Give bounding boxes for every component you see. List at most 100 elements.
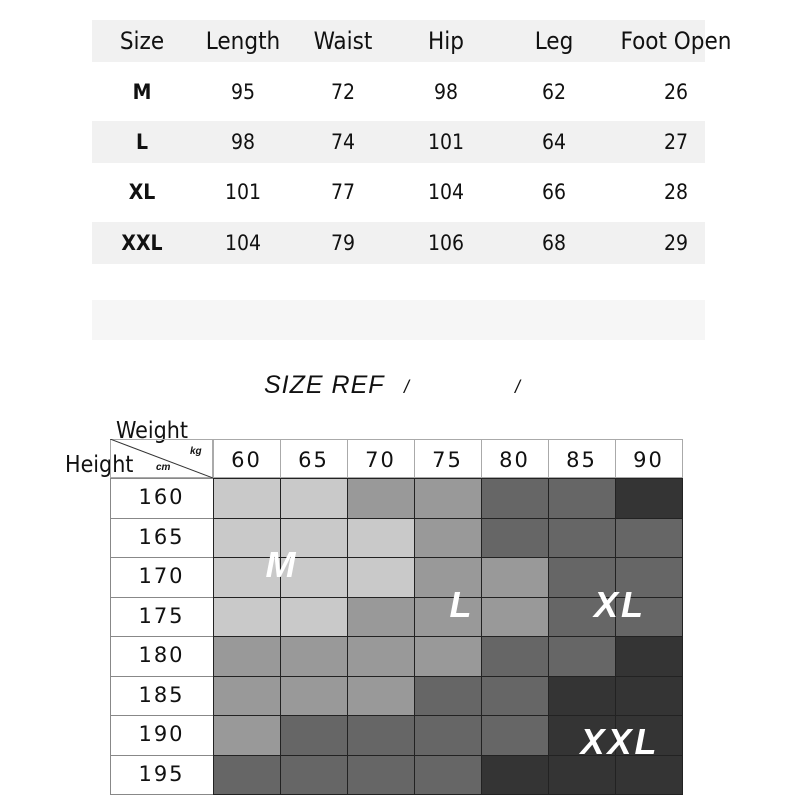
column-header: Foot Open: [620, 27, 732, 55]
table-cell: M: [132, 80, 152, 104]
grid-cell: [347, 715, 415, 756]
grid-cell: [481, 596, 549, 637]
blank-band: [92, 300, 705, 340]
grid-cell: [347, 636, 415, 677]
row-band: [92, 222, 705, 264]
grid-cell: [481, 517, 549, 558]
table-cell: 98: [433, 80, 459, 104]
height-value: 160: [138, 485, 185, 509]
size-label-xxl: XXL: [580, 721, 660, 762]
row-band: [92, 121, 705, 163]
grid-cell: [481, 478, 549, 519]
weight-value: 65: [298, 448, 329, 472]
weight-value: 60: [231, 448, 262, 472]
grid-cell: [213, 517, 281, 558]
table-cell: 98: [230, 130, 256, 154]
size-reference-grid: kg cm 60 65 70 75 80 85 90 160 165 170 175 180 185 190 1…: [110, 439, 683, 795]
grid-cell: [280, 754, 348, 795]
grid-cell: [615, 636, 683, 677]
table-cell: 27: [663, 130, 689, 154]
column-header: Length: [205, 27, 281, 55]
weight-unit: kg: [190, 446, 202, 457]
grid-cell: [280, 478, 348, 519]
grid-cell: [280, 517, 348, 558]
column-header: Hip: [428, 27, 464, 55]
height-label: Height: [65, 452, 134, 478]
table-row: M 95 72 98 62 26: [92, 71, 705, 113]
table-cell: 104: [427, 180, 465, 204]
weight-value: 90: [633, 448, 664, 472]
grid-cell: [347, 478, 415, 519]
grid-cell: [414, 754, 482, 795]
grid-cell: [213, 557, 281, 598]
header-band: [92, 20, 705, 62]
grid-cell: [414, 715, 482, 756]
table-cell: 106: [427, 231, 465, 255]
grid-cell: [548, 517, 616, 558]
table-header: Size Length Waist Hip Leg Foot Open: [92, 20, 732, 62]
size-label-m: M: [265, 544, 299, 585]
weight-header-cell: [615, 439, 683, 478]
grid-cell: [280, 636, 348, 677]
table-cell: 29: [663, 231, 689, 255]
grid-cell: [615, 675, 683, 716]
table-cell: 101: [224, 180, 262, 204]
table-cell: 28: [663, 180, 689, 204]
weight-value: 80: [499, 448, 530, 472]
grid-cell: [548, 675, 616, 716]
table-cell: 79: [330, 231, 356, 255]
grid-cell: [414, 675, 482, 716]
height-value: 185: [138, 682, 185, 707]
table-cell: 72: [330, 80, 356, 104]
grid-cell: [548, 715, 616, 756]
grid-cell: [548, 636, 616, 677]
table-row: XL 101 77 104 66 28: [92, 171, 705, 213]
height-value: 190: [138, 722, 185, 746]
height-value: 165: [138, 524, 185, 549]
grid-cell: [280, 596, 348, 637]
grid-cell: [615, 754, 683, 795]
table-cell: XL: [128, 180, 156, 204]
table-cell: 26: [663, 80, 689, 104]
grid-cell: [481, 636, 549, 677]
table-cell: L: [135, 130, 149, 154]
grid-cell: [213, 596, 281, 637]
grid-cell: [481, 715, 549, 756]
table-row: L 98 74 101 64 27: [92, 121, 705, 163]
grid-cell: [347, 754, 415, 795]
slash: /: [404, 377, 410, 397]
height-value: 175: [138, 603, 185, 628]
grid-cell: [414, 636, 482, 677]
grid-cell: [481, 754, 549, 795]
height-value: 180: [138, 643, 185, 667]
height-value: 195: [138, 761, 185, 786]
height-value: 170: [138, 564, 185, 588]
grid-cell: [347, 675, 415, 716]
grid-cell: [481, 557, 549, 598]
grid-cell: [615, 715, 683, 756]
table-cell: 64: [541, 130, 567, 154]
grid-cell: [280, 715, 348, 756]
height-unit: cm: [156, 462, 171, 473]
grid-cell: [414, 517, 482, 558]
grid-cell: [414, 478, 482, 519]
grid-cell: [347, 517, 415, 558]
weight-value: 85: [566, 448, 597, 472]
table-cell: XXL: [121, 231, 163, 255]
grid-cell: [280, 675, 348, 716]
grid-cell: [548, 478, 616, 519]
table-cell: 77: [330, 180, 356, 204]
grid-cell: [347, 596, 415, 637]
slash: /: [515, 377, 521, 397]
column-header: Waist: [313, 27, 373, 55]
column-header: Size: [119, 27, 165, 55]
table-cell: 62: [541, 80, 567, 104]
grid-cell: [213, 754, 281, 795]
size-ref-title: SIZE REF: [264, 371, 385, 399]
table-cell: 68: [541, 231, 567, 255]
size-label-xl: XL: [593, 584, 647, 625]
grid-cell: [213, 675, 281, 716]
grid-cell: [213, 478, 281, 519]
table-cell: 95: [230, 80, 256, 104]
grid-cell: [213, 636, 281, 677]
